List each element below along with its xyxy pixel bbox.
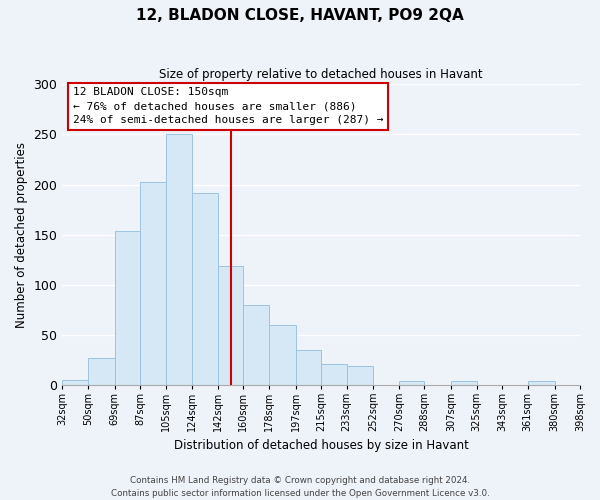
- Title: Size of property relative to detached houses in Havant: Size of property relative to detached ho…: [160, 68, 483, 80]
- X-axis label: Distribution of detached houses by size in Havant: Distribution of detached houses by size …: [174, 440, 469, 452]
- Bar: [347, 366, 373, 384]
- Bar: [451, 380, 477, 384]
- Bar: [527, 380, 554, 384]
- Bar: [62, 380, 88, 384]
- Bar: [140, 182, 166, 384]
- Text: 12, BLADON CLOSE, HAVANT, PO9 2QA: 12, BLADON CLOSE, HAVANT, PO9 2QA: [136, 8, 464, 22]
- Bar: [269, 324, 296, 384]
- Bar: [321, 364, 347, 384]
- Bar: [166, 134, 193, 384]
- Bar: [88, 358, 115, 384]
- Bar: [296, 350, 321, 384]
- Bar: [115, 230, 140, 384]
- Bar: [218, 266, 244, 384]
- Bar: [193, 192, 218, 384]
- Text: Contains HM Land Registry data © Crown copyright and database right 2024.
Contai: Contains HM Land Registry data © Crown c…: [110, 476, 490, 498]
- Y-axis label: Number of detached properties: Number of detached properties: [15, 142, 28, 328]
- Bar: [399, 380, 424, 384]
- Text: 12 BLADON CLOSE: 150sqm
← 76% of detached houses are smaller (886)
24% of semi-d: 12 BLADON CLOSE: 150sqm ← 76% of detache…: [73, 88, 383, 126]
- Bar: [244, 304, 269, 384]
